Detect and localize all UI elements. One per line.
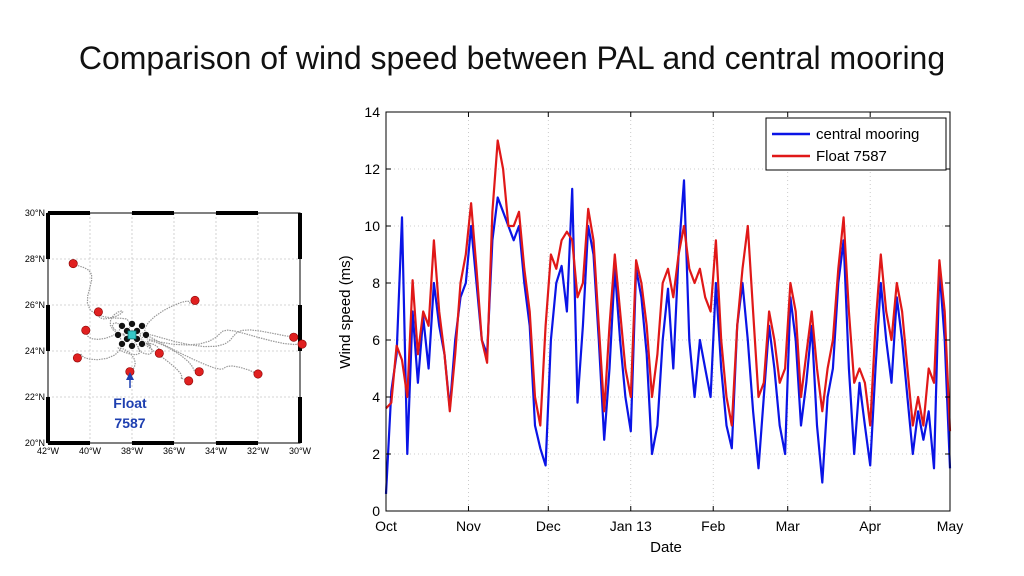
float-track	[131, 329, 303, 346]
float-end-marker	[194, 367, 204, 377]
chart-axes-box	[385, 111, 951, 512]
y-tick-label: 8	[372, 275, 380, 291]
map-lon-tick-label: 42°W	[37, 446, 60, 456]
map-lon-tick-label: 36°W	[163, 446, 186, 456]
y-axis-label: Wind speed (ms)	[337, 255, 354, 368]
map-lat-tick-labels: 30°N 28°N 26°N 24°N 22°N 20°N	[25, 208, 45, 448]
map-grid	[48, 213, 300, 443]
x-tick-label: Apr	[859, 518, 881, 534]
mooring-buoy	[137, 339, 146, 348]
mooring-buoy	[118, 339, 127, 348]
mooring-buoy	[118, 321, 127, 330]
float-end-marker	[72, 353, 82, 363]
float-track	[131, 329, 294, 348]
float-end-marker	[154, 348, 164, 358]
map-lon-tick-label: 38°W	[121, 446, 144, 456]
x-tick-label: Feb	[701, 518, 725, 534]
float-label-line2: 7587	[114, 415, 145, 431]
mooring-buoy	[141, 330, 150, 339]
map-lat-tick-label: 24°N	[25, 346, 45, 356]
x-tick-label: May	[937, 518, 963, 534]
map-lon-tick-label: 32°W	[247, 446, 270, 456]
float-end-marker	[184, 376, 194, 386]
map-frame	[46, 211, 302, 445]
y-tick-label: 10	[364, 218, 380, 234]
map-lat-tick-label: 30°N	[25, 208, 45, 218]
y-tick-label: 0	[372, 503, 380, 519]
x-axis-label: Date	[650, 539, 682, 556]
mooring-buoy	[114, 330, 123, 339]
float-track	[131, 334, 200, 373]
legend-label: Float 7587	[816, 148, 887, 165]
slide-title: Comparison of wind speed between PAL and…	[78, 40, 946, 76]
map-lon-tick-label: 40°W	[79, 446, 102, 456]
central-mooring-marker	[127, 330, 137, 340]
legend-box	[765, 117, 947, 171]
y-tick-label: 4	[372, 389, 380, 405]
x-tick-label: Dec	[536, 518, 561, 534]
chart-series	[384, 139, 952, 494]
legend-label: central mooring	[816, 126, 919, 143]
float-track	[117, 334, 141, 373]
float-label-line1: Float	[113, 395, 147, 411]
series-line-1	[385, 139, 952, 432]
map-lat-tick-label: 28°N	[25, 254, 45, 264]
chart-y-ticks: 0 2 4 6 8 10 12 14	[364, 104, 950, 519]
float-end-markers	[68, 259, 307, 386]
mooring-buoy	[127, 341, 136, 350]
map-lat-tick-label: 20°N	[25, 438, 45, 448]
mooring-array	[114, 319, 150, 350]
float-end-marker	[253, 369, 263, 379]
map-lon-tick-label: 30°W	[289, 446, 312, 456]
x-tick-label: Oct	[375, 518, 397, 534]
float-end-marker	[289, 332, 299, 342]
float-end-marker	[297, 339, 307, 349]
map-lon-tick-labels: 42°W 40°W 38°W 36°W 34°W 32°W 30°W	[37, 446, 312, 456]
y-tick-label: 12	[364, 161, 380, 177]
map-background	[48, 213, 300, 443]
chart-grid	[386, 112, 950, 511]
map-lon-tick-label: 34°W	[205, 446, 228, 456]
x-tick-label: Mar	[776, 518, 800, 534]
mooring-buoy	[127, 319, 136, 328]
mooring-buoy	[137, 321, 146, 330]
float-track	[97, 310, 133, 337]
float-end-marker	[93, 307, 103, 317]
y-tick-label: 6	[372, 332, 380, 348]
chart-legend: central mooring Float 7587	[765, 117, 947, 171]
x-tick-label: Jan 13	[610, 518, 652, 534]
map-lat-tick-label: 22°N	[25, 392, 45, 402]
float-end-marker	[81, 325, 91, 335]
float-end-marker	[68, 259, 78, 269]
float-arrow-icon	[126, 372, 134, 380]
float-track-map: 30°N 28°N 26°N 24°N 22°N 20°N 42°W 40°W 38°W 36°…	[25, 208, 312, 456]
float-track	[131, 299, 196, 336]
map-lat-tick-label: 26°N	[25, 300, 45, 310]
float-end-marker	[190, 295, 200, 305]
x-tick-label: Nov	[456, 518, 481, 534]
chart-x-ticks: Oct Nov Dec Jan 13 Feb Mar Apr May	[375, 112, 963, 534]
series-line-0	[384, 179, 952, 494]
float-track	[72, 263, 133, 336]
y-tick-label: 2	[372, 446, 380, 462]
y-tick-label: 14	[364, 104, 380, 120]
